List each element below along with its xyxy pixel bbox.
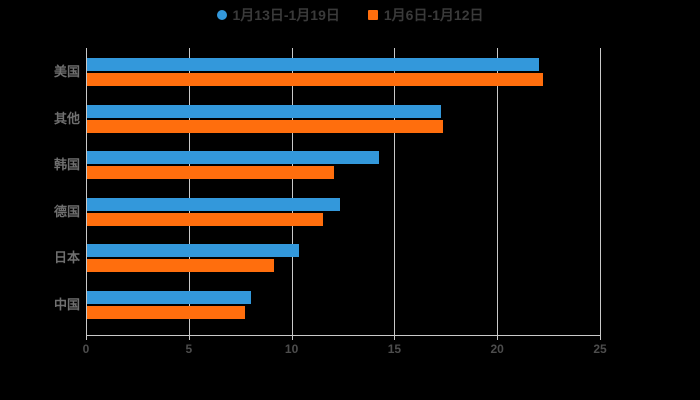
- category-label: 日本: [53, 250, 80, 266]
- bar-1月6日-1月12日[interactable]: [87, 73, 543, 86]
- category-label: 美国: [53, 64, 80, 79]
- category-label: 中国: [53, 297, 80, 312]
- bar-1月13日-1月19日[interactable]: [87, 291, 251, 304]
- legend-label: 1月13日-1月19日: [232, 7, 340, 23]
- gridline: [86, 48, 87, 335]
- x-axis-tick: [394, 335, 396, 340]
- bar-1月6日-1月12日[interactable]: [87, 119, 443, 133]
- bar-1月13日-1月19日[interactable]: [87, 58, 539, 71]
- x-axis-tick: [86, 335, 87, 340]
- x-tick-label: 15: [387, 342, 402, 356]
- legend-item-week2[interactable]: 1月13日-1月19日: [216, 6, 340, 24]
- legend-circle-marker-icon: [216, 10, 227, 20]
- gridline: [188, 48, 190, 335]
- x-axis-tick: [497, 335, 499, 340]
- legend-square-marker-icon: [367, 10, 378, 20]
- legend-label: 1月6日-1月12日: [383, 7, 484, 23]
- x-tick-label: 0: [82, 342, 90, 356]
- bar-1月13日-1月19日[interactable]: [87, 244, 299, 258]
- category-label: 德国: [53, 203, 80, 219]
- x-tick-label: 10: [284, 342, 299, 356]
- x-tick-label: 5: [185, 342, 193, 356]
- x-tick-label: 20: [490, 342, 504, 356]
- gridline: [497, 48, 499, 335]
- gridline: [291, 48, 293, 335]
- bar-1月13日-1月19日[interactable]: [87, 104, 441, 118]
- bar-1月13日-1月19日[interactable]: [87, 151, 379, 165]
- x-axis-tick: [188, 335, 190, 340]
- legend-item-week1[interactable]: 1月6日-1月12日: [367, 6, 484, 24]
- category-label: 韩国: [53, 157, 80, 173]
- bar-1月6日-1月12日[interactable]: [87, 212, 323, 226]
- bar-1月6日-1月12日[interactable]: [87, 306, 245, 319]
- bar-1月6日-1月12日[interactable]: [87, 166, 334, 180]
- legend: 1月13日-1月19日 1月6日-1月12日: [0, 6, 700, 24]
- category-label: 其他: [53, 110, 80, 126]
- bar-1月6日-1月12日[interactable]: [87, 259, 274, 273]
- bar-1月13日-1月19日[interactable]: [87, 197, 340, 211]
- gridline: [600, 48, 601, 335]
- x-axis-tick: [291, 335, 293, 340]
- x-axis-line: [86, 335, 601, 336]
- gridline: [394, 48, 396, 335]
- x-axis-tick: [600, 335, 601, 340]
- x-tick-label: 25: [593, 342, 607, 356]
